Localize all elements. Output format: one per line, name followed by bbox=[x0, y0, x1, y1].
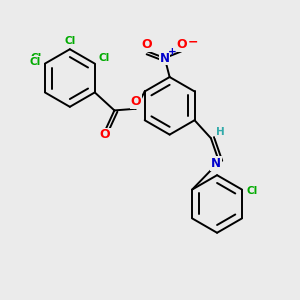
Text: +: + bbox=[167, 47, 176, 57]
Text: H: H bbox=[216, 127, 224, 137]
Text: O: O bbox=[99, 128, 110, 142]
Text: N: N bbox=[211, 157, 221, 170]
Text: Cl: Cl bbox=[98, 53, 110, 63]
Text: O: O bbox=[142, 38, 152, 52]
Text: O: O bbox=[176, 38, 187, 52]
Text: O: O bbox=[131, 95, 141, 108]
Text: Cl: Cl bbox=[246, 186, 257, 196]
Text: Cl: Cl bbox=[64, 36, 76, 46]
Text: Cl: Cl bbox=[30, 53, 41, 63]
Text: Cl: Cl bbox=[29, 57, 41, 67]
Text: −: − bbox=[187, 36, 198, 49]
Text: N: N bbox=[160, 52, 170, 64]
